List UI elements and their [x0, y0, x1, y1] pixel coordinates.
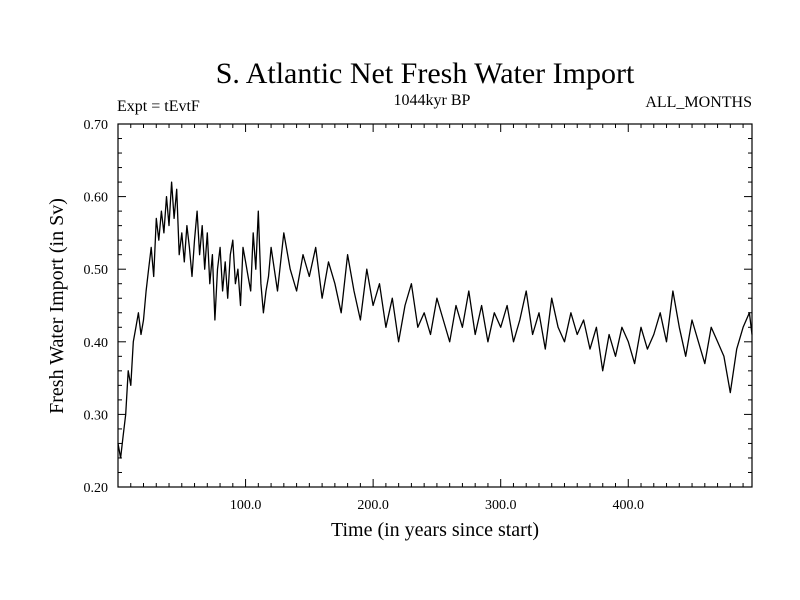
chart-subtitle-center: 1044kyr BP	[394, 92, 471, 109]
y-tick-label: 0.20	[84, 481, 109, 496]
y-tick-label: 0.30	[84, 408, 109, 423]
x-axis-label: Time (in years since start)	[331, 519, 539, 541]
chart-subtitle-left: Expt = tEvtF	[117, 98, 200, 115]
chart-subtitle-right: ALL_MONTHS	[645, 94, 752, 111]
chart-title: S. Atlantic Net Fresh Water Import	[216, 57, 635, 90]
x-tick-label: 100.0	[230, 498, 262, 513]
x-tick-label: 200.0	[357, 498, 389, 513]
x-axis: 100.0 200.0 300.0 400.0	[130, 124, 744, 513]
x-tick-label: 300.0	[485, 498, 517, 513]
series-line-fresh-water-import	[117, 181, 753, 459]
y-tick-label: 0.40	[84, 336, 109, 351]
y-axis-label: Fresh Water Import (in Sv)	[46, 198, 68, 414]
y-tick-label: 0.60	[84, 191, 109, 206]
x-tick-label: 400.0	[613, 498, 645, 513]
y-tick-label: 0.70	[84, 118, 109, 133]
y-tick-label: 0.50	[84, 263, 109, 278]
plot-frame	[117, 123, 753, 488]
y-axis: 0.20 0.30 0.40 0.50 0.60 0.70	[84, 118, 752, 496]
